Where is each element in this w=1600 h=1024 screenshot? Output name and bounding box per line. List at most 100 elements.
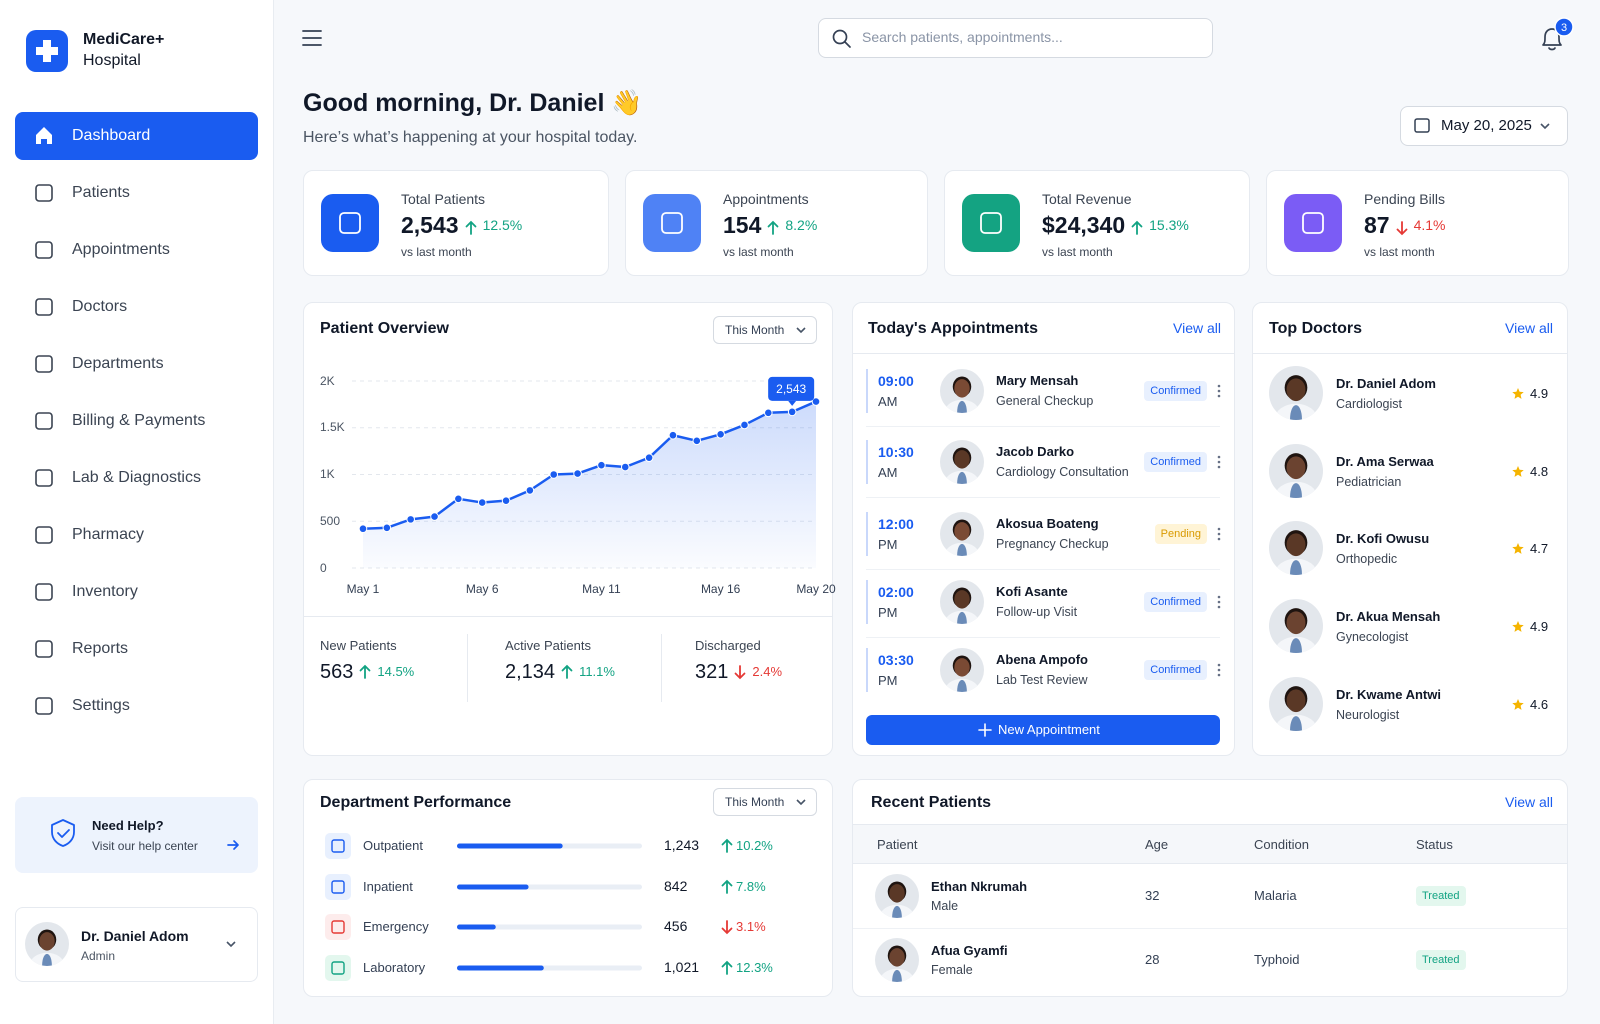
summary-change: 2.4% [752,664,783,680]
appointment-period: PM [878,672,898,688]
nav-label: Settings [72,697,130,715]
stat-label: Total Revenue [1042,191,1132,208]
summary-label: Active Patients [505,637,591,653]
doctors-link: View all [1505,320,1553,337]
patient-condition: Malaria [1254,887,1297,903]
department-change: 7.8% [736,878,766,894]
summary-change: 11.1% [579,664,615,680]
patient-gender: Male [931,899,959,914]
appointment-name: Mary Mensah [996,372,1079,388]
chart-filter-label: This Month [725,322,785,337]
department-filter[interactable] [713,788,817,816]
stat-value-row: $24,340 15.3% [1042,212,1189,240]
nav-label: Reports [72,640,129,658]
patient-age: 28 [1145,951,1160,967]
patient-age: 32 [1145,887,1160,903]
column-header: Condition [1254,836,1309,852]
patient-condition: Typhoid [1254,951,1300,967]
column-header: Age [1145,836,1169,852]
x-tick-label: May 11 [582,581,621,596]
status-badge: Confirmed [1144,452,1207,472]
row-divider [853,928,1567,929]
chart-filter[interactable] [713,316,817,344]
doctor-rating: 4.9 [1530,385,1549,401]
stat-note: vs last month [1364,244,1435,259]
stat-note: vs last month [401,244,472,259]
column-header: Status [1416,836,1453,852]
stat-value: 87 [1364,212,1390,238]
menu-button[interactable] [300,26,324,50]
appointment-type: Pregnancy Checkup [996,537,1109,552]
nav-label: Billing & Payments [72,412,206,430]
appointment-time: 02:00 [878,584,914,601]
nav-label: Dashboard [72,127,151,145]
status-badge: Treated [1416,950,1466,970]
doctor-rating: 4.8 [1530,463,1549,479]
nav-label: Patients [72,184,130,202]
summary-label: Discharged [695,637,761,653]
summary-change: 14.5% [377,664,415,680]
appointments-title: Today's Appointments [868,320,1039,338]
stat-value-row: 154 8.2% [723,212,817,240]
brand-sub: Hospital [83,52,141,70]
summary-value: 563 [320,661,354,683]
stat-change: 12.5% [482,217,523,234]
stat-change: 4.1% [1413,217,1446,234]
x-tick-label: May 16 [700,581,741,596]
doctor-specialty: Cardiologist [1336,397,1403,412]
appointment-time: 09:00 [878,373,914,390]
nav-item[interactable] [15,283,258,331]
help-box [15,797,258,873]
search-box[interactable] [818,18,1213,58]
nav-item[interactable] [15,625,258,673]
nav-label: Appointments [72,241,170,259]
notification-button[interactable] [1537,22,1567,54]
department-name: Inpatient [363,878,413,894]
y-tick-label: 500 [320,513,341,528]
stat-value-row: 87 4.1% [1364,212,1446,240]
appointment-name: Abena Ampofo [996,651,1088,667]
nav-item[interactable] [15,682,258,730]
doctor-rating: 4.6 [1530,696,1549,712]
doctor-name: Dr. Akua Mensah [1336,608,1441,624]
nav-label: Pharmacy [72,526,145,544]
nav-label: Lab & Diagnostics [72,469,201,487]
appointment-name: Akosua Boateng [996,515,1099,531]
doctor-specialty: Orthopedic [1336,552,1398,567]
summary-divider [304,616,832,617]
date-label: May 20, 2025 [1441,116,1532,134]
doctor-specialty: Pediatrician [1336,475,1402,490]
stat-change: 8.2% [785,217,818,234]
row-divider [866,569,1220,570]
nav-item[interactable] [15,169,258,217]
doctor-rating: 4.7 [1530,540,1549,556]
header-divider [853,353,1234,354]
department-value: 1,021 [664,959,700,976]
row-divider [866,497,1220,498]
user-role: Admin [81,948,116,963]
stat-label: Total Patients [401,191,486,208]
doctor-name: Dr. Daniel Adom [1336,375,1436,391]
summary-divider [661,634,662,702]
appointment-name: Kofi Asante [996,583,1068,599]
summary-value-row: 321 2.4% [695,660,782,684]
doctors-title: Top Doctors [1269,320,1363,338]
header-divider [1253,353,1567,354]
recent-title: Recent Patients [871,794,992,812]
nav-item[interactable] [15,112,258,160]
stat-value-row: 2,543 12.5% [401,212,522,240]
appointment-time: 12:00 [878,516,914,533]
row-divider [866,426,1220,427]
department-value: 456 [664,918,688,935]
stat-value: $24,340 [1042,212,1126,238]
patient-gender: Female [931,963,973,978]
appointment-period: PM [878,536,898,552]
stat-change: 15.3% [1149,217,1189,234]
y-tick-label: 0 [320,560,327,575]
appointment-period: AM [878,464,898,480]
new-appointment-button[interactable] [866,715,1220,745]
recent-link: View all [1505,794,1553,811]
summary-value: 321 [695,661,729,683]
department-change: 10.2% [736,837,773,853]
